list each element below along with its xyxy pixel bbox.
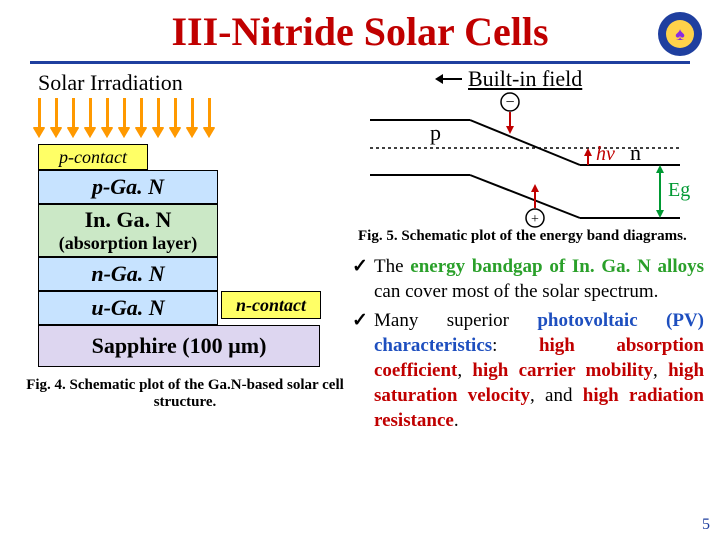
svg-text:+: + <box>531 212 539 227</box>
irradiation-arrow-icon <box>174 98 177 128</box>
layer-n-contact: n-contact <box>221 291 321 319</box>
left-column: Solar Irradiation p-contact p-Ga. N In. … <box>20 68 350 411</box>
bullet-2-pre: Many superior <box>374 310 537 331</box>
right-column: Built-in field − + <box>350 68 710 411</box>
irradiation-arrow-icon <box>89 98 92 128</box>
layer-ingan: In. Ga. N (absorption layer) <box>38 204 218 257</box>
bullet-2-mid: : <box>492 335 539 356</box>
svg-text:p: p <box>430 120 441 145</box>
layer-ingan-sublabel: (absorption layer) <box>39 233 217 254</box>
builtin-field-label: Built-in field <box>468 66 582 92</box>
slide-title: III-Nitride Solar Cells <box>0 0 720 55</box>
logo-badge: ♠ <box>658 12 702 56</box>
layer-n-gan: n-Ga. N <box>38 257 218 291</box>
bullet-1-pre: The <box>374 256 410 277</box>
irradiation-arrow-icon <box>208 98 211 128</box>
irradiation-arrows <box>38 98 350 142</box>
svg-text:n: n <box>630 140 641 165</box>
irradiation-arrow-icon <box>123 98 126 128</box>
layer-p-gan: p-Ga. N <box>38 170 218 204</box>
layer-p-contact: p-contact <box>38 144 148 170</box>
bullet-1-mid: can cover most of the solar spectrum. <box>374 281 658 302</box>
bullet-list: The energy bandgap of In. Ga. N alloys c… <box>350 254 704 438</box>
bullet-2-item: high carrier mobility <box>472 360 653 381</box>
layer-u-gan: u-Ga. N n-contact <box>38 291 218 325</box>
bullet-2: Many superior photovoltaic (PV) characte… <box>350 308 704 433</box>
svg-text:−: − <box>505 94 514 111</box>
irradiation-arrow-icon <box>55 98 58 128</box>
irradiation-arrow-icon <box>38 98 41 128</box>
irradiation-arrow-icon <box>191 98 194 128</box>
irradiation-arrow-icon <box>106 98 109 128</box>
layer-sapphire: Sapphire (100 µm) <box>38 325 320 367</box>
fig5-caption: Fig. 5. Schematic plot of the energy ban… <box>358 228 706 245</box>
bullet-1-highlight: energy bandgap of In. Ga. N alloys <box>410 256 704 277</box>
bullet-1: The energy bandgap of In. Ga. N alloys c… <box>350 254 704 304</box>
fig4-caption: Fig. 4. Schematic plot of the Ga.N-based… <box>24 377 346 411</box>
band-diagram: − + p hv n Eg <box>360 90 700 230</box>
irradiation-arrow-icon <box>140 98 143 128</box>
logo-bell-icon: ♠ <box>666 20 694 48</box>
layer-u-gan-label: u-Ga. N <box>91 295 164 320</box>
irradiation-arrow-icon <box>72 98 75 128</box>
page-number: 5 <box>702 516 710 534</box>
builtin-arrow-icon <box>442 78 462 80</box>
svg-text:Eg: Eg <box>668 179 690 201</box>
irradiation-arrow-icon <box>157 98 160 128</box>
irradiation-label: Solar Irradiation <box>38 70 350 96</box>
layer-stack: p-contact p-Ga. N In. Ga. N (absorption … <box>20 144 350 367</box>
layer-ingan-label: In. Ga. N <box>85 207 172 232</box>
svg-text:hv: hv <box>596 143 615 165</box>
